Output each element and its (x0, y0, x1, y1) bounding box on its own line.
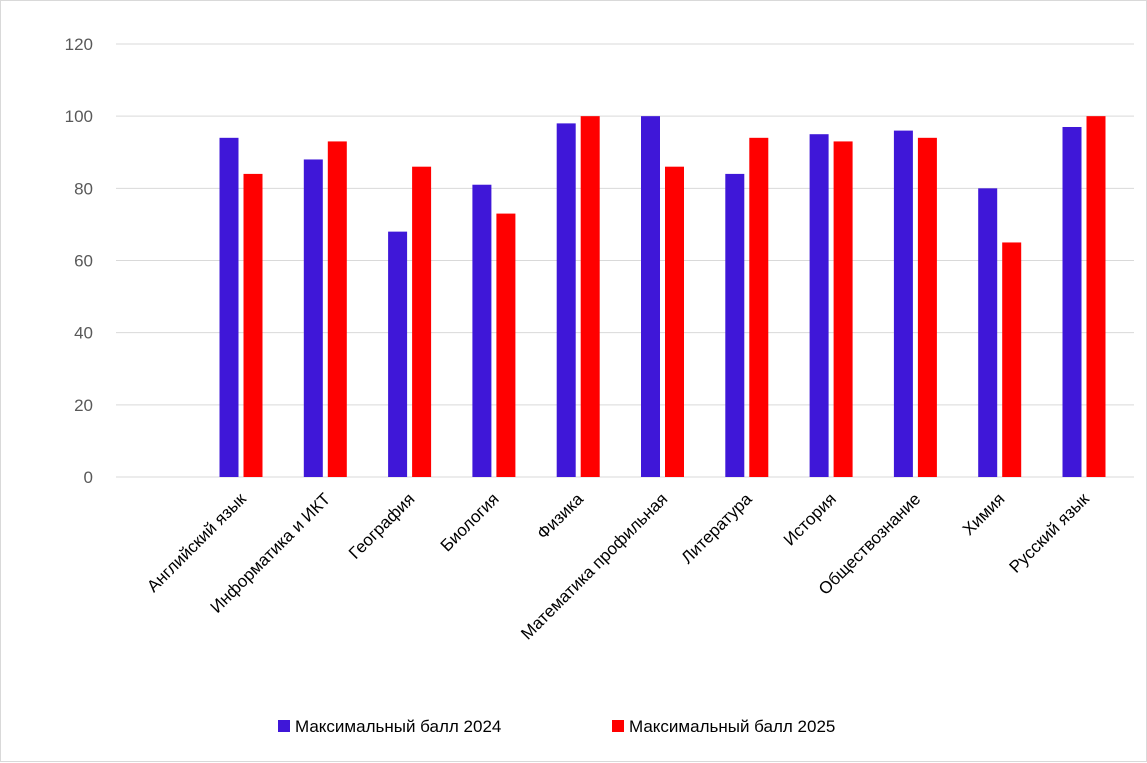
x-category-label: Физика (533, 489, 587, 543)
bar-2024[interactable] (303, 159, 323, 477)
bar-2025[interactable] (327, 141, 347, 478)
legend-label: Максимальный балл 2024 (295, 717, 501, 736)
bar-2024[interactable] (472, 184, 492, 477)
bar-2024[interactable] (978, 188, 998, 478)
legend-swatch (278, 720, 290, 732)
y-tick-label: 120 (65, 35, 93, 54)
bar-2024[interactable] (1062, 126, 1082, 477)
bar-2024[interactable] (641, 116, 660, 478)
y-tick-label: 20 (74, 396, 93, 415)
bar-2025[interactable] (580, 116, 600, 478)
bar-2025[interactable] (833, 141, 853, 478)
y-tick-label: 100 (65, 107, 93, 126)
y-tick-label: 60 (74, 252, 93, 271)
bar-2025[interactable] (1002, 242, 1022, 477)
bar-2024[interactable] (893, 130, 913, 477)
x-category-label: Химия (959, 489, 1009, 539)
y-tick-label: 0 (84, 468, 93, 487)
bar-2025[interactable] (665, 166, 684, 477)
x-category-label: География (345, 489, 418, 562)
bar-2024[interactable] (556, 123, 576, 477)
legend-label: Максимальный балл 2025 (629, 717, 835, 736)
x-category-label: Литература (678, 489, 756, 567)
y-tick-label: 40 (74, 324, 93, 343)
bar-2025[interactable] (412, 166, 432, 477)
bar-2025[interactable] (1086, 116, 1106, 478)
bar-2025[interactable] (496, 213, 516, 477)
bar-2024[interactable] (388, 231, 408, 477)
x-category-label: Русский язык (1006, 489, 1094, 577)
x-category-label: История (780, 489, 840, 549)
y-tick-label: 80 (74, 179, 93, 198)
legend-swatch (612, 720, 624, 732)
x-category-label: Математика профильная (517, 489, 671, 643)
bar-2025[interactable] (917, 137, 937, 478)
bar-2025[interactable] (243, 173, 263, 477)
x-category-label: Биология (437, 489, 503, 555)
bar-2024[interactable] (725, 173, 745, 477)
bar-2024[interactable] (809, 134, 829, 478)
bar-2025[interactable] (749, 137, 769, 478)
bar-2024[interactable] (219, 137, 239, 478)
